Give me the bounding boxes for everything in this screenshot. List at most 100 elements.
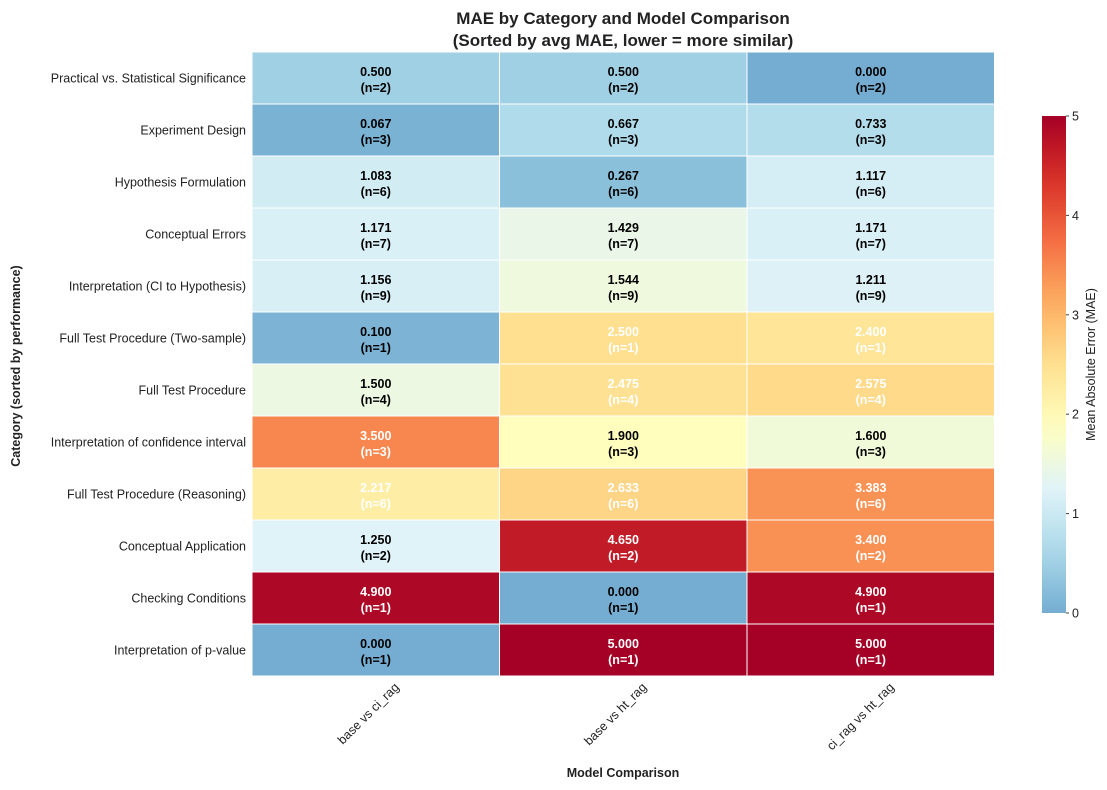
cell-count-label: (n=7) bbox=[361, 237, 391, 251]
row-labels: Practical vs. Statistical Significance Ex… bbox=[51, 72, 246, 658]
heatmap-cell bbox=[499, 415, 748, 469]
cell-count-label: (n=2) bbox=[608, 81, 638, 95]
colorbar-tick-label: 4 bbox=[1072, 209, 1079, 223]
cell-value-label: 0.100 bbox=[360, 325, 391, 339]
heatmap-cell bbox=[746, 51, 995, 105]
cell-count-label: (n=4) bbox=[361, 393, 391, 407]
cell-count-label: (n=6) bbox=[608, 497, 638, 511]
chart-title: MAE by Category and Model Comparison bbox=[456, 9, 789, 28]
cell-value-label: 2.400 bbox=[855, 325, 886, 339]
cell-value-label: 1.429 bbox=[608, 221, 639, 235]
cell-value-label: 2.500 bbox=[608, 325, 639, 339]
cell-value-label: 5.000 bbox=[608, 637, 639, 651]
cell-count-label: (n=6) bbox=[608, 185, 638, 199]
heatmap-cell bbox=[499, 259, 748, 313]
cell-count-label: (n=1) bbox=[608, 601, 638, 615]
heatmap-cell bbox=[251, 311, 500, 365]
cell-count-label: (n=1) bbox=[856, 341, 886, 355]
cell-count-label: (n=1) bbox=[608, 653, 638, 667]
cell-count-label: (n=9) bbox=[856, 289, 886, 303]
row-label: Full Test Procedure bbox=[139, 384, 247, 398]
cell-value-label: 0.067 bbox=[360, 117, 391, 131]
heatmap-cell bbox=[251, 519, 500, 573]
cell-count-label: (n=2) bbox=[361, 549, 391, 563]
row-label: Conceptual Application bbox=[119, 540, 246, 554]
cell-count-label: (n=1) bbox=[856, 601, 886, 615]
heatmap-cell bbox=[251, 467, 500, 521]
cell-value-label: 5.000 bbox=[855, 637, 886, 651]
cell-count-label: (n=2) bbox=[608, 549, 638, 563]
cell-value-label: 0.267 bbox=[608, 169, 639, 183]
heatmap-cell bbox=[746, 467, 995, 521]
cell-value-label: 3.500 bbox=[360, 429, 391, 443]
cell-count-label: (n=4) bbox=[856, 393, 886, 407]
colorbar-gradient bbox=[1042, 116, 1066, 613]
row-label: Conceptual Errors bbox=[145, 228, 246, 242]
cell-value-label: 1.156 bbox=[360, 273, 391, 287]
cell-count-label: (n=1) bbox=[361, 601, 391, 615]
row-label: Interpretation of p-value bbox=[114, 644, 246, 658]
cell-value-label: 1.117 bbox=[855, 169, 886, 183]
heatmap-cell bbox=[499, 363, 748, 417]
cell-value-label: 2.475 bbox=[608, 377, 639, 391]
cell-count-label: (n=1) bbox=[856, 653, 886, 667]
cell-value-label: 0.500 bbox=[608, 65, 639, 79]
heatmap-cell bbox=[746, 623, 995, 677]
column-label: base vs ci_rag bbox=[335, 680, 402, 747]
cell-count-label: (n=3) bbox=[856, 133, 886, 147]
cell-value-label: 2.575 bbox=[855, 377, 886, 391]
cell-value-label: 1.171 bbox=[360, 221, 391, 235]
row-label: Checking Conditions bbox=[131, 592, 246, 606]
cell-value-label: 0.667 bbox=[608, 117, 639, 131]
cell-value-label: 0.000 bbox=[608, 585, 639, 599]
cell-value-label: 0.000 bbox=[855, 65, 886, 79]
row-label: Interpretation of confidence interval bbox=[51, 436, 246, 450]
cell-count-label: (n=4) bbox=[608, 393, 638, 407]
cell-count-label: (n=1) bbox=[608, 341, 638, 355]
cell-count-label: (n=6) bbox=[361, 185, 391, 199]
cell-value-label: 3.400 bbox=[855, 533, 886, 547]
row-label: Interpretation (CI to Hypothesis) bbox=[69, 280, 246, 294]
cell-value-label: 1.250 bbox=[360, 533, 391, 547]
heatmap-cell bbox=[746, 415, 995, 469]
row-label: Full Test Procedure (Two-sample) bbox=[59, 332, 246, 346]
cell-value-label: 1.171 bbox=[855, 221, 886, 235]
heatmap-cell bbox=[251, 571, 500, 625]
row-label: Practical vs. Statistical Significance bbox=[51, 72, 246, 86]
heatmap-cell bbox=[499, 103, 748, 157]
heatmap-cell bbox=[251, 207, 500, 261]
chart-subtitle: (Sorted by avg MAE, lower = more similar… bbox=[453, 31, 794, 50]
heatmap-cell bbox=[746, 519, 995, 573]
cell-value-label: 1.900 bbox=[608, 429, 639, 443]
heatmap-cell bbox=[499, 519, 748, 573]
cell-count-label: (n=3) bbox=[608, 133, 638, 147]
heatmap-cell bbox=[251, 103, 500, 157]
heatmap-cell bbox=[746, 363, 995, 417]
heatmap-cell bbox=[746, 207, 995, 261]
cell-count-label: (n=9) bbox=[361, 289, 391, 303]
cell-count-label: (n=3) bbox=[608, 445, 638, 459]
heatmap-cell bbox=[746, 259, 995, 313]
heatmap-cell bbox=[746, 311, 995, 365]
cell-count-label: (n=1) bbox=[361, 341, 391, 355]
heatmap-cell bbox=[499, 51, 748, 105]
column-labels: base vs ci_rag base vs ht_rag ci_rag vs ht… bbox=[335, 680, 897, 753]
cell-count-label: (n=9) bbox=[608, 289, 638, 303]
colorbar-tick-label: 5 bbox=[1072, 110, 1079, 124]
row-label: Hypothesis Formulation bbox=[115, 176, 246, 190]
cell-value-label: 1.083 bbox=[360, 169, 391, 183]
cell-value-label: 2.217 bbox=[360, 481, 391, 495]
x-axis-label: Model Comparison bbox=[567, 766, 680, 780]
cell-value-label: 4.900 bbox=[855, 585, 886, 599]
cell-count-label: (n=1) bbox=[361, 653, 391, 667]
colorbar-tick-label: 3 bbox=[1072, 308, 1079, 322]
cell-count-label: (n=7) bbox=[608, 237, 638, 251]
heatmap-cell bbox=[499, 155, 748, 209]
column-label: ci_rag vs ht_rag bbox=[824, 680, 897, 753]
heatmap-cell bbox=[251, 415, 500, 469]
heatmap-cell bbox=[746, 103, 995, 157]
cell-value-label: 2.633 bbox=[608, 481, 639, 495]
cell-count-label: (n=2) bbox=[361, 81, 391, 95]
cell-value-label: 3.383 bbox=[855, 481, 886, 495]
